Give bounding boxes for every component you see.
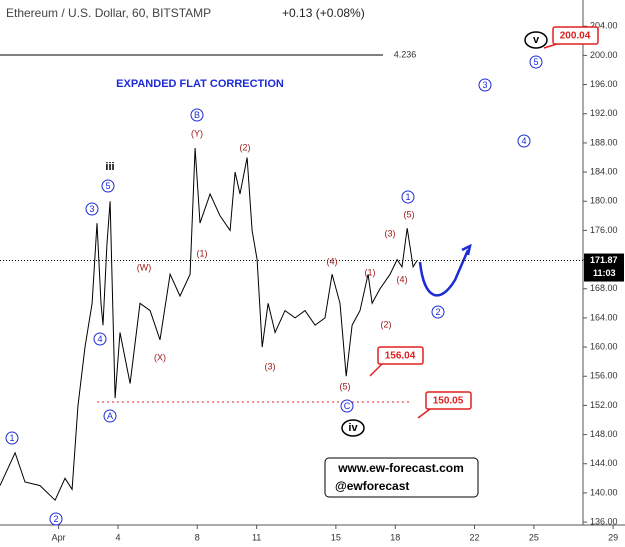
- wave-label: (5): [404, 209, 415, 219]
- watermark-box: [324, 457, 479, 498]
- target-label: 200.04: [560, 31, 591, 42]
- current-price-label: 171.87: [590, 255, 618, 265]
- wave-label: iv: [348, 422, 358, 434]
- y-tick-label: 160.00: [590, 341, 618, 351]
- y-tick-label: 188.00: [590, 137, 618, 147]
- x-tick-label: 4: [116, 532, 121, 542]
- wave-circle: [340, 399, 354, 413]
- wave-label: B: [194, 110, 200, 120]
- wave-label: 3: [89, 204, 94, 214]
- wave-label: (2): [240, 142, 251, 152]
- target-arrow: [369, 363, 383, 377]
- y-tick-label: 164.00: [590, 312, 618, 322]
- x-tick-label: 8: [195, 532, 200, 542]
- target-box: [425, 391, 472, 410]
- wave-circle: [103, 409, 117, 423]
- wave-label: 4: [521, 136, 526, 146]
- price-line: [0, 147, 418, 502]
- x-tick-label: 18: [390, 532, 400, 542]
- wave-label: (1): [365, 267, 376, 277]
- wave-label: (W): [137, 262, 152, 272]
- y-tick-label: 200.00: [590, 50, 618, 60]
- wave-label: (2): [381, 319, 392, 329]
- y-tick-label: 152.00: [590, 400, 618, 410]
- y-tick-label: 196.00: [590, 79, 618, 89]
- wave-circle: [5, 431, 19, 445]
- wave-label: (4): [397, 274, 408, 284]
- x-tick-label: 11: [252, 532, 261, 542]
- wave-label: 3: [482, 80, 487, 90]
- wave-label: 2: [435, 307, 440, 317]
- chart-title: Ethereum / U.S. Dollar, 60, BITSTAMP: [6, 6, 211, 20]
- current-price-box: [584, 253, 624, 282]
- watermark-handle: @ewforecast: [335, 479, 409, 493]
- wave-label: 4: [97, 334, 102, 344]
- y-tick-label: 136.00: [590, 516, 618, 526]
- projection-arrowhead: [461, 243, 472, 256]
- target-arrow: [417, 408, 431, 419]
- countdown-label: 11:03: [593, 268, 616, 278]
- y-tick-label: 140.00: [590, 487, 618, 497]
- target-box: [552, 26, 599, 45]
- y-tick-label: 192.00: [590, 108, 618, 118]
- y-tick-label: 144.00: [590, 458, 618, 468]
- projection-arrow: [418, 249, 470, 297]
- wave-circle: [85, 202, 99, 216]
- target-label: 156.04: [385, 351, 416, 362]
- wave-label: (1): [197, 248, 208, 258]
- change: +0.13 (+0.08%): [282, 6, 365, 20]
- wave-label: 5: [105, 181, 110, 191]
- wave-label: A: [107, 411, 113, 421]
- y-tick-label: 204.00: [590, 21, 618, 31]
- wave-label: C: [344, 401, 351, 411]
- wave-ellipse: [524, 31, 548, 49]
- wave-label: 1: [405, 192, 410, 202]
- wave-label: (5): [340, 381, 351, 391]
- wave-label: (X): [154, 352, 166, 362]
- target-box: [377, 346, 424, 365]
- x-tick-label: 15: [331, 532, 341, 542]
- fib-label: 4.236: [394, 49, 417, 59]
- wave-circle: [93, 332, 107, 346]
- wave-label: (3): [265, 361, 276, 371]
- wave-label: (3): [385, 228, 396, 238]
- wave-circle: [401, 190, 415, 204]
- wave-circle: [529, 55, 543, 69]
- wave-label: v: [533, 34, 540, 46]
- y-tick-label: 168.00: [590, 283, 618, 293]
- watermark-url: www.ew-forecast.com: [337, 461, 464, 475]
- y-tick-label: 176.00: [590, 225, 618, 235]
- wave-ellipse: [341, 419, 365, 437]
- x-tick-label: Apr: [52, 532, 66, 542]
- wave-label: 2: [53, 514, 58, 524]
- target-label: 150.05: [433, 396, 464, 407]
- wave-label: iii: [105, 161, 114, 173]
- x-tick-label: 22: [469, 532, 479, 542]
- y-tick-label: 156.00: [590, 371, 618, 381]
- wave-label: 1: [9, 433, 14, 443]
- x-tick-label: 29: [608, 532, 618, 542]
- y-tick-label: 180.00: [590, 196, 618, 206]
- wave-label: (4): [327, 256, 338, 266]
- y-tick-label: 184.00: [590, 166, 618, 176]
- wave-circle: [49, 512, 63, 526]
- wave-label: (Y): [191, 128, 203, 138]
- wave-circle: [101, 179, 115, 193]
- x-tick-label: 25: [529, 532, 539, 542]
- wave-label: 5: [533, 57, 538, 67]
- wave-circle: [478, 78, 492, 92]
- subtitle: EXPANDED FLAT CORRECTION: [116, 78, 284, 90]
- y-tick-label: 148.00: [590, 429, 618, 439]
- wave-circle: [431, 305, 445, 319]
- wave-circle: [517, 134, 531, 148]
- wave-circle: [190, 108, 204, 122]
